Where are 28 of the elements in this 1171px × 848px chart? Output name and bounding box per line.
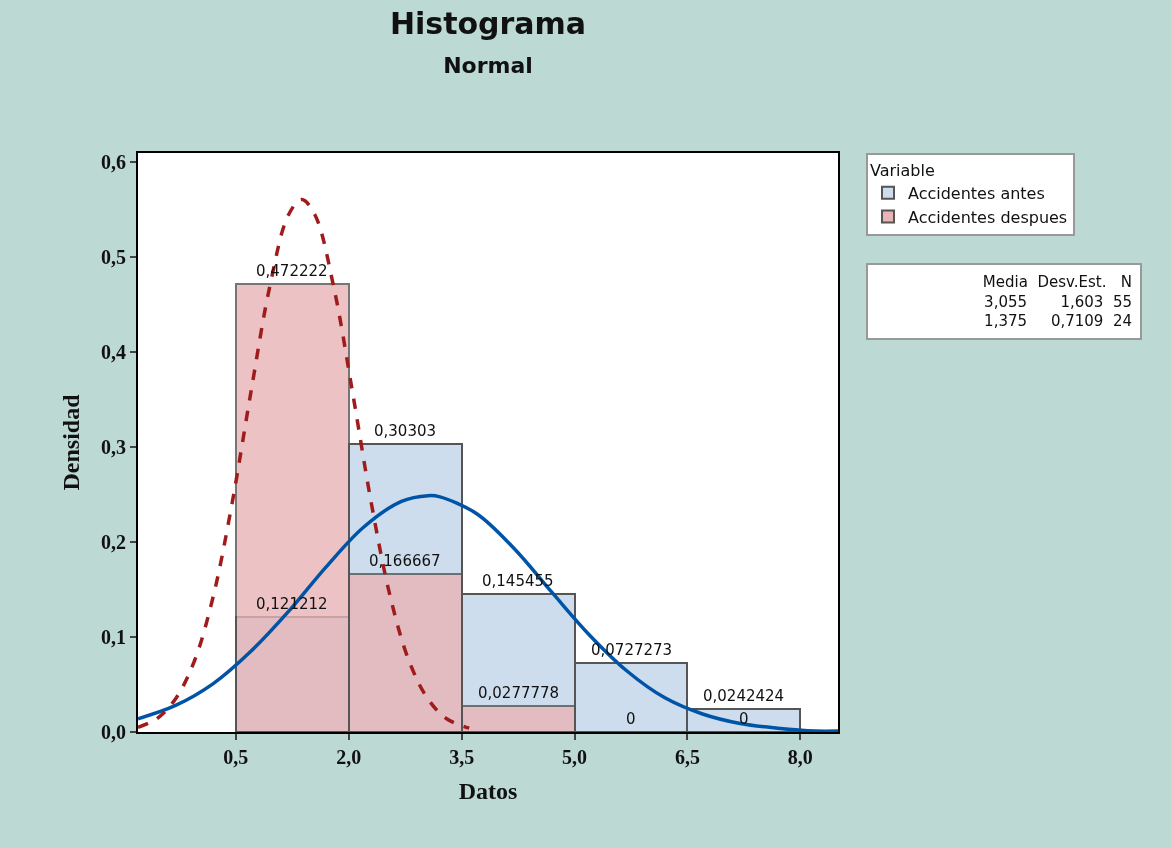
data-label: 0: [626, 710, 636, 728]
y-tick-label: 0,2: [101, 531, 126, 554]
x-tick-label: 3,5: [449, 746, 475, 768]
chart-subtitle: Normal: [443, 52, 533, 78]
legend-title: Variable: [870, 160, 935, 180]
x-axis-title: Datos: [458, 777, 518, 804]
legend-label: Accidentes antes: [908, 183, 1045, 203]
y-tick-label: 0,3: [101, 436, 126, 459]
chart-title: Histograma: [389, 5, 587, 41]
y-tick-label: 0,1: [101, 626, 126, 649]
y-tick-label: 0,4: [101, 341, 126, 364]
y-tick-label: 0,0: [101, 721, 126, 743]
x-tick-label: 6,5: [674, 746, 700, 768]
data-label: 0,0242424: [703, 687, 785, 705]
x-tick-label: 8,0: [787, 746, 813, 768]
y-tick-label: 0,6: [101, 151, 126, 174]
text: 3,055 1,603 55: [984, 292, 1132, 311]
legend-label: Accidentes despues: [908, 207, 1068, 227]
data-label: 0,0277778: [478, 684, 560, 702]
text: 1,375 0,7109 24: [984, 312, 1132, 330]
data-label: 0,166667: [369, 552, 441, 570]
data-label: 0,30303: [374, 422, 437, 440]
x-tick-label: 2,0: [336, 746, 362, 768]
x-tick-label: 0,5: [223, 746, 249, 768]
y-axis-title: Densidad: [57, 393, 84, 491]
x-tick-label: 5,0: [562, 746, 588, 768]
text: Media Desv.Est. N: [982, 273, 1132, 291]
y-tick-label: 0,5: [101, 246, 126, 269]
